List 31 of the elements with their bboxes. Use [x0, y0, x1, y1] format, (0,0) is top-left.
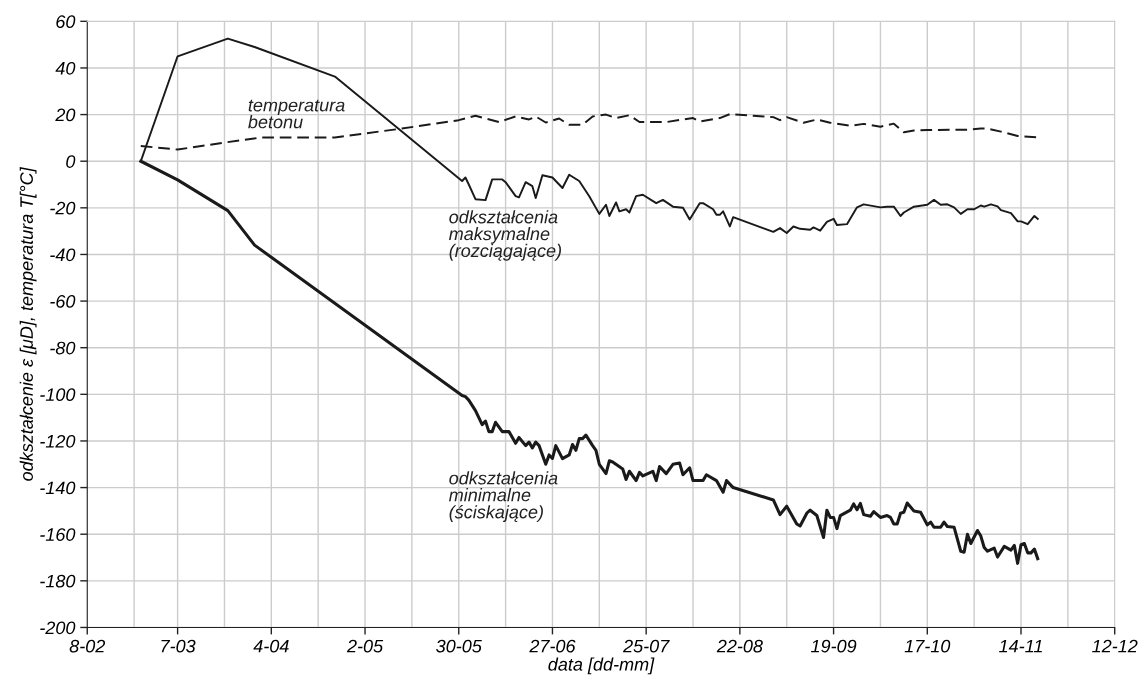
y-axis-title: odkształcenie ε [μD], temperatura T[°C] — [19, 167, 37, 481]
y-tick-label: -200 — [40, 621, 76, 635]
x-tick-label: 12-12 — [1092, 639, 1138, 653]
x-tick-label: 17-10 — [904, 639, 951, 653]
y-tick-label: 0 — [66, 155, 76, 168]
x-tick-label: 19-09 — [810, 639, 857, 653]
y-tick-label: -20 — [50, 201, 76, 215]
series-label: odkształcenia minimalne (ściskające) — [449, 471, 558, 522]
y-tick-label: -80 — [50, 341, 76, 355]
y-tick-label: 40 — [55, 61, 76, 75]
x-axis-title: data [dd-mm] — [548, 657, 655, 675]
y-tick-label: 60 — [56, 15, 76, 29]
x-tick-label: 22-08 — [716, 639, 763, 653]
y-tick-label: -140 — [40, 481, 76, 495]
y-tick-label: -60 — [50, 295, 76, 308]
x-tick-label: 2-05 — [346, 639, 384, 653]
x-tick-label: 7-03 — [161, 639, 196, 653]
x-tick-label: 30-05 — [436, 639, 482, 653]
series-label: odkształcenia maksymalne (rozciągające) — [449, 210, 562, 261]
y-tick-label: -120 — [40, 434, 76, 448]
x-tick-label: 4-04 — [253, 639, 289, 653]
y-tick-label: -100 — [40, 388, 76, 402]
x-tick-label: 27-06 — [529, 639, 576, 653]
y-tick-label: -160 — [40, 528, 76, 541]
x-tick-label: 8-02 — [69, 639, 106, 653]
x-tick-label: 25-07 — [622, 639, 670, 653]
series-label: temperatura betonu — [248, 99, 345, 129]
y-tick-label: 20 — [55, 108, 76, 122]
y-tick-label: -180 — [40, 574, 76, 588]
y-tick-label: -40 — [50, 248, 76, 262]
x-tick-label: 14-11 — [999, 639, 1042, 653]
